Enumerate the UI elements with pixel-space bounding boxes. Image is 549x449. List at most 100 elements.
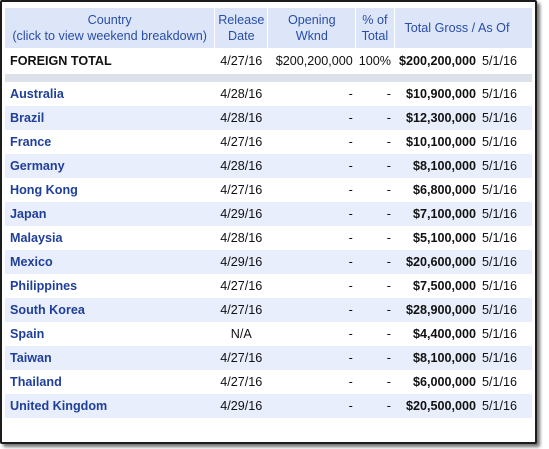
release-header-label-2: Date <box>228 29 255 43</box>
total-gross: $4,400,000 <box>412 327 476 341</box>
opening-weekend: - <box>348 231 353 245</box>
country-link[interactable]: Australia <box>10 87 64 101</box>
country-link[interactable]: South Korea <box>5 298 215 322</box>
total-gross-column-header[interactable]: Total Gross / As Of <box>394 8 532 48</box>
percent-of-total: - <box>355 298 394 322</box>
release-header-label: Release <box>218 13 265 27</box>
release-date: 4/29/16 <box>214 394 268 418</box>
opening-weekend: - <box>267 202 356 226</box>
gross-header-label: Total Gross / As Of <box>404 21 510 35</box>
total-as-of: 5/1/16 <box>481 54 517 68</box>
opening-weekend: - <box>348 135 353 149</box>
country-link[interactable]: Philippines <box>10 279 78 293</box>
country-link[interactable]: Hong Kong <box>10 183 78 197</box>
as-of-date: 5/1/16 <box>479 250 532 274</box>
opening-weekend: - <box>348 279 353 293</box>
percent-of-total: - <box>386 279 391 293</box>
total-gross: $20,600,000 <box>394 250 480 274</box>
opening-weekend: - <box>348 183 353 197</box>
table-row: Australia 4/28/16- - $10,900,000 5/1/16 <box>5 82 532 106</box>
table-row: Germany 4/28/16- - $8,100,000 5/1/16 <box>5 154 532 178</box>
foreign-total-label: FOREIGN TOTAL <box>10 54 112 68</box>
release-date: 4/27/16 <box>220 375 263 389</box>
total-gross: $7,500,000 <box>412 279 476 293</box>
release-date: 4/29/16 <box>214 250 268 274</box>
release-date: 4/28/16 <box>220 87 263 101</box>
opening-header-label: Opening <box>287 13 336 27</box>
table-body: FOREIGN TOTAL 4/27/16 $200,200,000 100% … <box>5 48 532 418</box>
country-column-header[interactable]: Country (click to view weekend breakdown… <box>5 8 216 48</box>
country-header-label: Country <box>87 13 132 27</box>
total-gross: $10,900,000 <box>405 87 476 101</box>
as-of-date: 5/1/16 <box>481 279 517 293</box>
release-date: 4/28/16 <box>214 106 268 130</box>
as-of-date: 5/1/16 <box>481 231 517 245</box>
table-header: Country (click to view weekend breakdown… <box>5 8 532 48</box>
percent-of-total: - <box>386 327 391 341</box>
as-of-date: 5/1/16 <box>481 375 517 389</box>
table-row: Mexico 4/29/16- - $20,600,000 5/1/16 <box>5 250 532 274</box>
opening-weekend: - <box>267 346 356 370</box>
total-opening: $200,200,000 <box>275 54 353 68</box>
percent-of-total: - <box>355 202 394 226</box>
opening-weekend: - <box>267 154 356 178</box>
table-row: Japan 4/29/16- - $7,100,000 5/1/16 <box>5 202 532 226</box>
foreign-box-office-table: Country (click to view weekend breakdown… <box>5 8 532 418</box>
total-gross: $28,900,000 <box>394 298 480 322</box>
table-row: Philippines 4/27/16 - - $7,500,000 5/1/16 <box>5 274 532 298</box>
total-gross: $5,100,000 <box>412 231 476 245</box>
as-of-date: 5/1/16 <box>479 106 532 130</box>
as-of-date: 5/1/16 <box>479 298 532 322</box>
section-divider <box>5 74 532 82</box>
pct-header-label-2: Total <box>361 29 389 43</box>
opening-weekend-column-header[interactable]: Opening Wknd <box>267 8 357 48</box>
total-gross: $8,100,000 <box>394 346 480 370</box>
total-release-date: 4/27/16 <box>220 54 263 68</box>
percent-of-total: - <box>355 346 394 370</box>
opening-weekend: - <box>267 106 356 130</box>
country-link[interactable]: Spain <box>10 327 45 341</box>
percent-of-total: - <box>386 375 391 389</box>
table-row: Taiwan 4/27/16- - $8,100,000 5/1/16 <box>5 346 532 370</box>
as-of-date: 5/1/16 <box>479 202 532 226</box>
percent-of-total: - <box>355 154 394 178</box>
percent-total-column-header[interactable]: % of Total <box>355 8 395 48</box>
country-link[interactable]: France <box>10 135 52 149</box>
table-row: Hong Kong 4/27/16 - - $6,800,000 5/1/16 <box>5 178 532 202</box>
country-link[interactable]: United Kingdom <box>5 394 215 418</box>
country-link[interactable]: Germany <box>5 154 215 178</box>
release-date: 4/27/16 <box>214 298 268 322</box>
table-row: South Korea 4/27/16- - $28,900,000 5/1/16 <box>5 298 532 322</box>
total-gross: $7,100,000 <box>394 202 480 226</box>
opening-weekend: - <box>267 250 356 274</box>
pct-header-label: % of <box>362 13 388 27</box>
total-gross: $10,100,000 <box>405 135 476 149</box>
total-gross: $8,100,000 <box>394 154 480 178</box>
release-date: 4/27/16 <box>220 279 263 293</box>
opening-header-label-2: Wknd <box>295 29 328 43</box>
release-date: 4/27/16 <box>214 346 268 370</box>
box-office-panel: Country (click to view weekend breakdown… <box>0 0 537 444</box>
release-date: 4/27/16 <box>220 135 263 149</box>
country-link[interactable]: Malaysia <box>10 231 63 245</box>
country-link[interactable]: Mexico <box>5 250 215 274</box>
as-of-date: 5/1/16 <box>481 87 517 101</box>
total-gross: $12,300,000 <box>394 106 480 130</box>
table-row: Brazil 4/28/16- - $12,300,000 5/1/16 <box>5 106 532 130</box>
country-link[interactable]: Taiwan <box>5 346 215 370</box>
table-row: Thailand 4/27/16 - - $6,000,000 5/1/16 <box>5 370 532 394</box>
release-date-column-header[interactable]: Release Date <box>214 8 269 48</box>
as-of-date: 5/1/16 <box>481 183 517 197</box>
release-date: 4/27/16 <box>220 183 263 197</box>
percent-of-total: - <box>386 135 391 149</box>
total-pct: 100% <box>358 54 391 68</box>
country-link[interactable]: Brazil <box>5 106 215 130</box>
percent-of-total: - <box>355 394 394 418</box>
percent-of-total: - <box>386 183 391 197</box>
percent-of-total: - <box>386 87 391 101</box>
percent-of-total: - <box>386 231 391 245</box>
country-link[interactable]: Thailand <box>10 375 62 389</box>
table-row: Malaysia 4/28/16 - - $5,100,000 5/1/16 <box>5 226 532 250</box>
country-link[interactable]: Japan <box>5 202 215 226</box>
table-row: United Kingdom 4/29/16- - $20,500,000 5/1/16 <box>5 394 532 418</box>
